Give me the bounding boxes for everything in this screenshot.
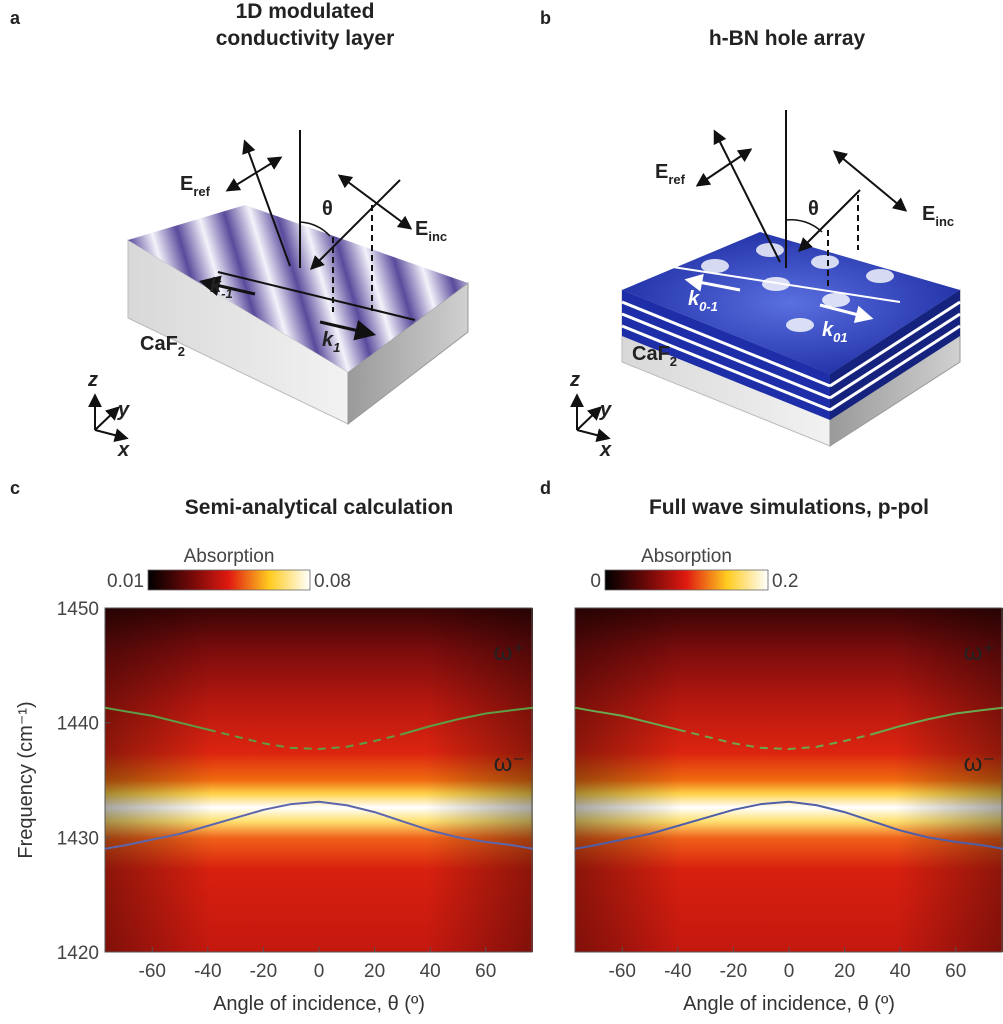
annotation-main: E (415, 218, 428, 240)
annotation: Eref (655, 161, 686, 187)
annotation: CaF2 (632, 343, 677, 369)
colorbar-tick-label: 0.2 (772, 571, 798, 592)
panel-title: 1D modulated (236, 0, 375, 23)
annotation: θ (322, 198, 333, 220)
annotation-sub: ref (668, 172, 685, 187)
x-tick-label: 60 (945, 961, 966, 982)
curve-label: ω⁻ (964, 750, 995, 777)
chart-title: Semi-analytical calculation (185, 496, 453, 519)
annotation: x (599, 439, 612, 461)
annotation-sub: inc (935, 214, 954, 229)
annotation: k-1 (210, 275, 233, 301)
annotation: y (599, 399, 612, 421)
y-tick-label: 1430 (57, 828, 99, 849)
annotation-main: k (822, 319, 834, 341)
x-axis-label: Angle of incidence, θ (º) (213, 993, 425, 1015)
annotation-main: k (688, 288, 700, 310)
annotation: k1 (322, 329, 340, 355)
annotation-sub: 2 (178, 344, 185, 359)
x-tick-label: -60 (139, 961, 166, 982)
x-tick-label: 40 (890, 961, 911, 982)
y-tick-label: 1420 (57, 943, 99, 964)
x-tick-label: 20 (834, 961, 855, 982)
curve (574, 706, 1003, 736)
annotation-sub: ref (193, 184, 210, 199)
annotation: y (117, 399, 130, 421)
annotation-main: E (922, 203, 935, 225)
annotation: z (569, 369, 580, 391)
x-tick-label: 0 (784, 961, 795, 982)
panel-title: conductivity layer (216, 27, 395, 50)
annotation-main: CaF (632, 343, 670, 365)
annotation: k0-1 (688, 288, 718, 314)
y-tick-label: 1450 (57, 599, 99, 620)
x-tick-label: -40 (194, 961, 221, 982)
diagram-b (570, 110, 961, 447)
curve (677, 728, 873, 751)
annotation: k01 (822, 319, 848, 345)
curve (574, 800, 1003, 850)
x-axis-label: Angle of incidence, θ (º) (683, 993, 895, 1015)
annotation-sub: inc (428, 229, 447, 244)
colorbar-tick-label: 0.08 (314, 571, 351, 592)
colorbar (604, 569, 769, 591)
annotation-main: k (322, 329, 334, 351)
colorbar-tick-label: 0 (590, 571, 601, 592)
panel-label: b (540, 8, 551, 28)
annotation-main: k (210, 275, 222, 297)
x-tick-label: -20 (250, 961, 277, 982)
curve-label: ω⁻ (494, 750, 525, 777)
panel-title: h-BN hole array (709, 27, 866, 50)
annotation-main: E (655, 161, 668, 183)
panel-label: d (540, 478, 551, 498)
colorbar-label: Absorption (641, 546, 732, 567)
annotation: Einc (415, 218, 447, 244)
x-tick-label: -60 (609, 961, 636, 982)
annotation-main: CaF (140, 333, 178, 355)
panel-label: c (10, 478, 20, 498)
curve (104, 706, 534, 736)
annotation-main: E (180, 173, 193, 195)
x-tick-label: 40 (420, 961, 441, 982)
colorbar-tick-label: 0.01 (107, 571, 144, 592)
curve-label: ω⁺ (494, 639, 525, 666)
annotation: CaF2 (140, 333, 185, 359)
annotation: θ (808, 198, 819, 220)
annotation: z (87, 369, 98, 391)
annotation-sub: 2 (670, 354, 677, 369)
y-axis-label: Frequency (cm⁻¹) (15, 701, 37, 858)
annotation: Eref (180, 173, 211, 199)
x-tick-label: 0 (314, 961, 325, 982)
panel-label: a (10, 8, 21, 28)
curve (207, 728, 403, 751)
curve (104, 800, 534, 850)
annotation-sub: 0-1 (699, 299, 718, 314)
x-tick-label: 20 (364, 961, 385, 982)
heatmap-shade (105, 608, 533, 952)
annotation-sub: -1 (221, 286, 233, 301)
annotation: Einc (922, 203, 954, 229)
y-tick-label: 1440 (57, 714, 99, 735)
annotation: x (117, 439, 130, 461)
colorbar-label: Absorption (184, 546, 275, 567)
diagram-a (88, 130, 469, 442)
colorbar (147, 569, 311, 591)
x-tick-label: -20 (720, 961, 747, 982)
heatmap-shade (575, 608, 1003, 952)
annotation-sub: 1 (333, 340, 340, 355)
x-tick-label: -40 (664, 961, 691, 982)
chart-title: Full wave simulations, p-pol (649, 496, 929, 519)
x-tick-label: 60 (475, 961, 496, 982)
annotation-sub: 01 (833, 330, 847, 345)
curve-label: ω⁺ (964, 639, 995, 666)
